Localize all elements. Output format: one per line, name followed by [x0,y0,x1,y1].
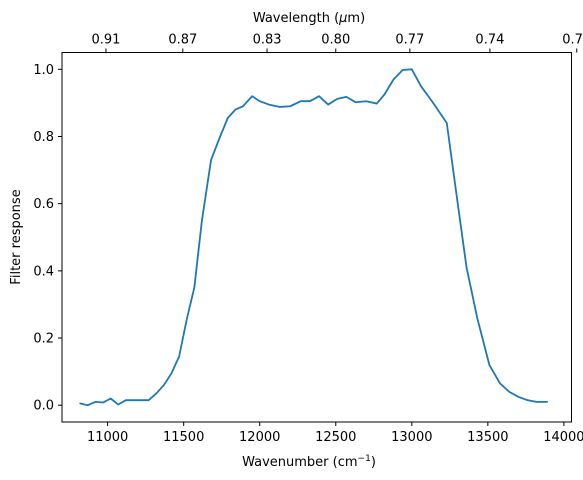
top-tick-label: 0.74 [475,33,504,48]
y-tick-label: 0.0 [33,399,54,414]
axes-frame [61,52,572,423]
top-tick-label: 0.91 [91,33,120,48]
y-tick-label: 0.2 [33,332,54,347]
x-tick-label: 12500 [315,430,356,445]
top-axis-title: Wavelength (μm) [253,11,365,26]
y-axis-title: Filter response [9,189,24,284]
x-tick-label: 11500 [163,430,204,445]
y-tick-label: 1.0 [33,63,54,78]
top-tick-label: 0.71 [562,33,583,48]
x-tick-label: 13000 [391,430,432,445]
x-tick-label: 12000 [239,430,280,445]
x-axis-title: Wavenumber (cm−1) [242,454,376,470]
y-tick-label: 0.8 [33,130,54,145]
x-tick-label: 13500 [467,430,508,445]
x-tick-label: 11000 [87,430,128,445]
filter-response-line [79,68,549,407]
y-tick-label: 0.6 [33,197,54,212]
top-tick-label: 0.83 [253,33,282,48]
top-tick-label: 0.77 [395,33,424,48]
x-tick-label: 14000 [543,430,583,445]
y-tick-label: 0.4 [33,264,54,279]
plot-layer: 11000 11500 12000 12500 13000 13500 14000 0.0 0.… [33,33,583,446]
top-tick-label: 0.80 [321,33,350,48]
top-tick-label: 0.87 [168,33,197,48]
